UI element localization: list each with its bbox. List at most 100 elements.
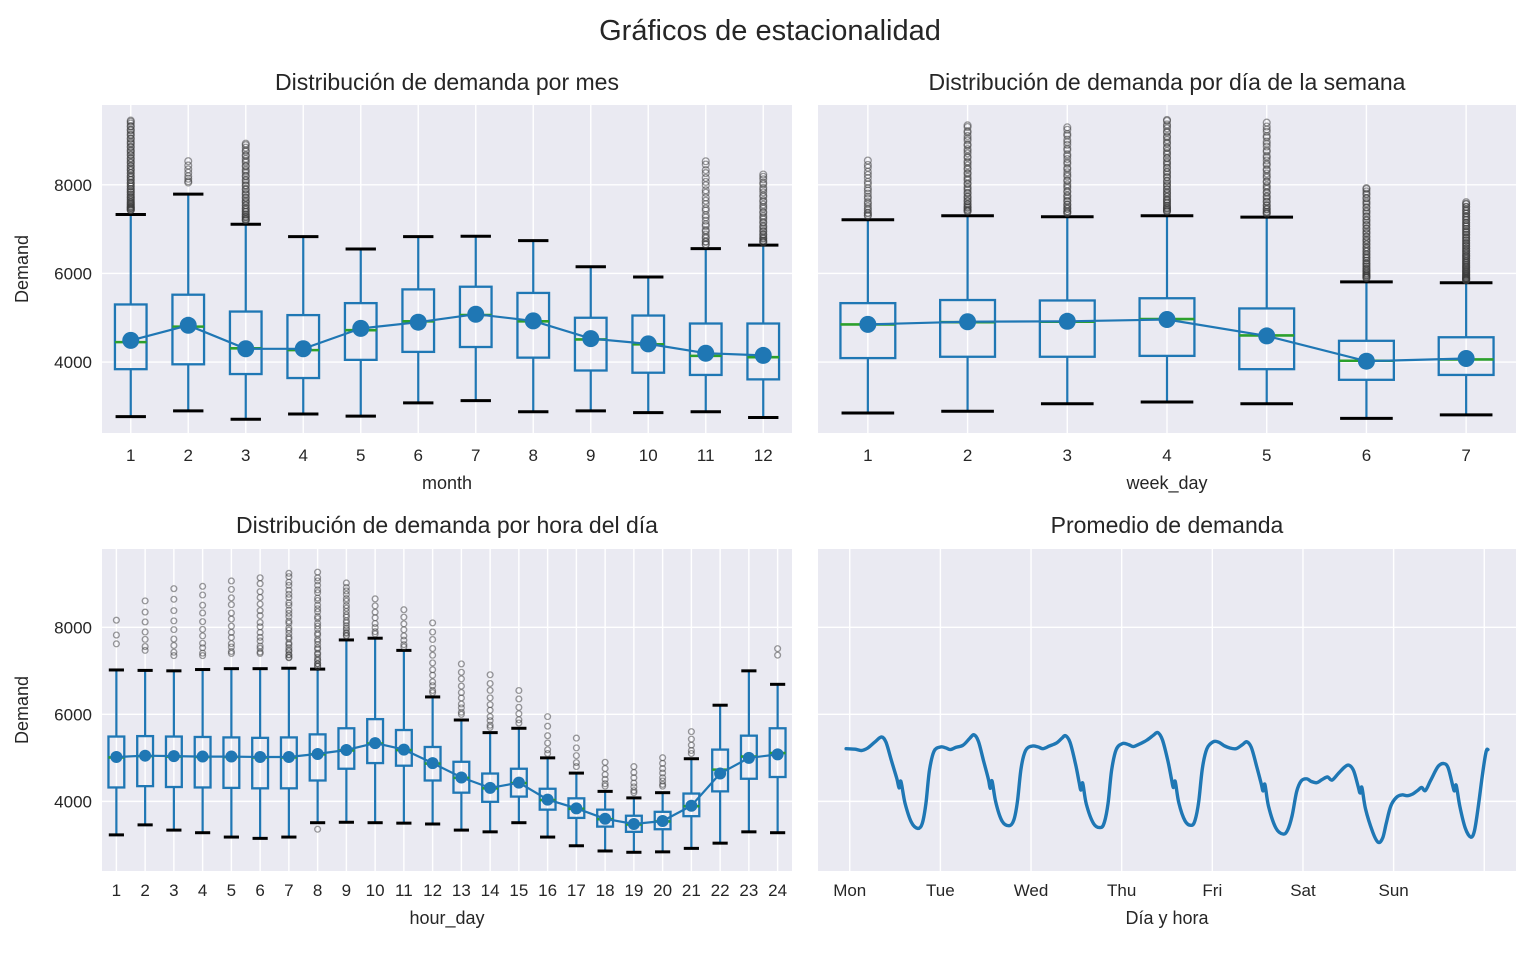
mean-marker-9 <box>340 744 353 757</box>
outlier-point <box>1063 180 1072 189</box>
outlier-point <box>1063 154 1072 164</box>
mean-marker-5 <box>352 319 370 337</box>
outlier-point <box>256 574 264 582</box>
outlier-point <box>429 686 437 695</box>
outlier-point <box>1063 158 1072 167</box>
mean-marker-23 <box>742 751 755 764</box>
box-rect <box>164 735 183 789</box>
outlier-point <box>863 156 872 165</box>
xlabel-month: month <box>422 473 472 493</box>
outlier-point <box>429 635 437 644</box>
outlier-point <box>457 682 465 690</box>
box-by_hour-8 <box>308 568 327 833</box>
outlier-point <box>371 602 379 610</box>
outlier-point <box>256 642 264 650</box>
outlier-point <box>285 626 293 634</box>
outlier-point <box>1063 140 1072 149</box>
outlier-point <box>544 722 552 730</box>
mean-marker-3 <box>1058 312 1076 330</box>
outlier-point <box>774 651 782 659</box>
box-rect <box>746 322 781 381</box>
box-rect <box>193 735 212 789</box>
outlier-point <box>486 679 494 688</box>
outlier-point <box>227 585 235 593</box>
axes-background <box>102 549 792 871</box>
outlier-point <box>701 169 710 178</box>
axes-by_weekday: 1 2 3 4 5 6 7 <box>818 105 1516 465</box>
mean-marker-11 <box>697 344 715 362</box>
outlier-point <box>314 589 322 597</box>
outlier-point <box>241 181 250 190</box>
outlier-point <box>1262 137 1271 146</box>
outlier-point <box>1063 168 1072 177</box>
outliers <box>572 734 580 771</box>
outliers <box>515 686 523 727</box>
xlabel-datetime: Día y hora <box>1125 908 1209 928</box>
outlier-point <box>1262 127 1271 136</box>
x-tick-label-Fri: Fri <box>1202 881 1222 900</box>
y-tick-label-6000: 6000 <box>54 264 92 283</box>
outlier-point <box>659 774 667 782</box>
box-by_weekday-1 <box>839 156 897 415</box>
box-rect <box>688 322 723 377</box>
outlier-point <box>170 585 178 593</box>
outliers <box>1362 184 1371 283</box>
x-tick-label-11: 11 <box>395 881 413 900</box>
outlier-point <box>701 230 710 239</box>
outlier-point <box>314 619 322 627</box>
gridlines <box>818 549 1516 871</box>
outlier-point <box>544 749 552 758</box>
box-rect <box>286 313 321 380</box>
x-tick-label-14: 14 <box>481 881 500 900</box>
subplot-title-month: Distribución de demanda por mes <box>275 69 619 95</box>
mean-marker-20 <box>656 814 669 827</box>
outlier-point <box>126 142 135 151</box>
outlier-point <box>227 594 235 602</box>
outlier-point <box>256 644 264 652</box>
outlier-point <box>457 708 465 716</box>
subplot-title-weekday: Distribución de demanda por día de la se… <box>929 69 1406 95</box>
outlier-point <box>774 645 782 653</box>
x-tick-label-18: 18 <box>596 881 615 900</box>
outlier-point <box>112 640 120 648</box>
outlier-point <box>256 612 264 620</box>
mean-marker-1 <box>859 315 877 333</box>
mean-marker-8 <box>311 747 324 760</box>
outlier-point <box>285 613 293 621</box>
y-tick-label-4000: 4000 <box>54 792 92 811</box>
outliers <box>759 170 768 247</box>
outlier-point <box>170 595 178 603</box>
outlier-point <box>1362 203 1371 212</box>
outlier-point <box>314 597 322 605</box>
outlier-point <box>701 204 710 213</box>
outlier-point <box>184 157 193 166</box>
box-by_month-4 <box>286 235 321 416</box>
outlier-point <box>1063 196 1072 205</box>
outlier-point <box>199 609 207 617</box>
outlier-point <box>963 149 972 158</box>
outlier-point <box>701 186 710 195</box>
outlier-point <box>141 618 149 626</box>
outliers <box>863 156 872 220</box>
outliers <box>170 585 178 660</box>
outlier-point <box>486 701 494 709</box>
outlier-point <box>1462 202 1471 211</box>
box-by_hour-7 <box>279 569 298 839</box>
outliers <box>126 116 135 215</box>
outlier-point <box>601 775 609 783</box>
x-tick-label-Mon: Mon <box>833 881 866 900</box>
outlier-point <box>227 601 235 609</box>
outlier-point <box>1063 123 1072 132</box>
outlier-point <box>227 577 235 585</box>
outliers <box>701 157 710 249</box>
outlier-point <box>285 590 293 598</box>
outlier-point <box>1063 125 1072 134</box>
x-tick-label-3: 3 <box>169 881 178 900</box>
outlier-point <box>572 734 580 742</box>
outliers <box>1162 115 1172 216</box>
outliers <box>429 619 437 697</box>
outlier-point <box>141 643 149 651</box>
x-tick-label-19: 19 <box>624 881 643 900</box>
outlier-point <box>515 686 523 695</box>
outlier-point <box>1262 201 1271 210</box>
